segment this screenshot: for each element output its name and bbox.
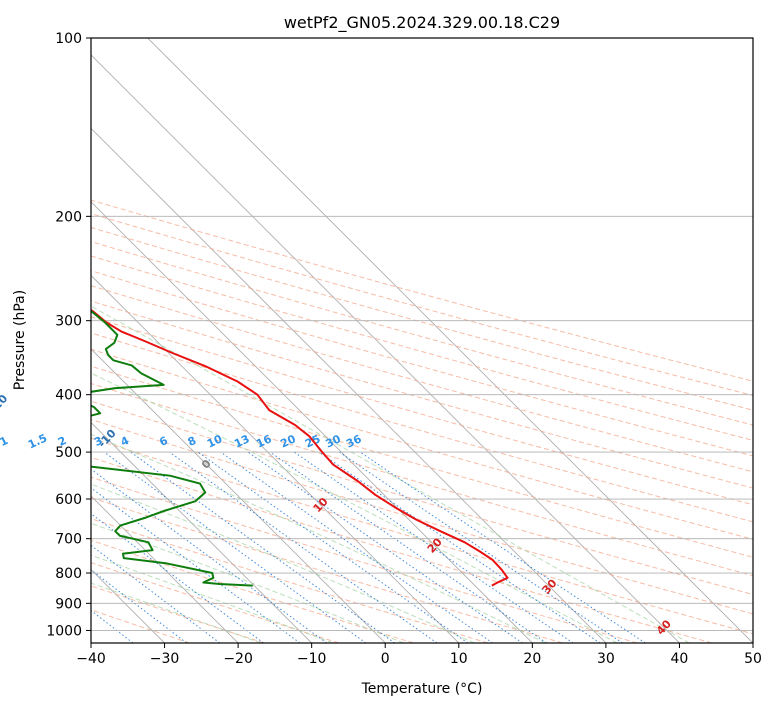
isotherm-label: -20 <box>0 392 10 416</box>
mixing-ratio-label: 30 <box>323 432 343 450</box>
isotherm-line <box>91 421 312 643</box>
plot-frame <box>90 37 754 644</box>
dry-adiabat-line <box>91 255 753 441</box>
mixing-ratio-label: 36 <box>344 432 364 450</box>
dry-adiabat-line <box>91 270 753 457</box>
y-tick-label: 400 <box>55 388 82 404</box>
isotherm-line <box>91 348 386 643</box>
moist-adiabat-line <box>91 433 546 643</box>
x-tick-label: −40 <box>76 651 106 667</box>
y-tick-label: 200 <box>55 209 82 225</box>
mixing-ratio-line <box>197 451 469 643</box>
x-tick-label: 40 <box>671 651 689 667</box>
dry-adiabat-line <box>91 562 339 643</box>
dry-adiabat-line <box>91 456 712 643</box>
mixing-ratio-line <box>339 451 623 643</box>
dry-adiabat-line <box>91 365 753 558</box>
background-reference-lines <box>91 38 753 643</box>
x-tick-label: 0 <box>381 651 390 667</box>
y-tick-label: 100 <box>55 31 82 47</box>
mixing-ratio-line <box>269 451 547 643</box>
x-tick-label: 50 <box>744 651 762 667</box>
mixing-ratio-line <box>103 451 367 643</box>
isotherm-line <box>91 495 239 643</box>
dry-adiabat-line <box>91 518 489 643</box>
y-tick-label: 1000 <box>46 623 82 639</box>
y-tick-label: 900 <box>55 596 82 612</box>
isotherm-line <box>91 127 607 643</box>
dry-adiabat-line <box>91 241 753 426</box>
mixing-ratio-line <box>359 451 646 643</box>
dry-adiabat-line <box>91 497 563 643</box>
dry-adiabat-line <box>91 332 753 523</box>
moist-adiabat-line <box>91 483 475 643</box>
moist-adiabat-line <box>91 554 333 643</box>
dry-adiabat-line <box>91 382 753 577</box>
dewpoint-profile-line <box>91 309 253 587</box>
y-axis-ticks: 100 200 300 400 500 600 700 800 900 1000 <box>46 31 91 639</box>
x-tick-label: 20 <box>523 651 541 667</box>
moist-adiabat-line <box>91 372 618 643</box>
chart-title: wetPf2_GN05.2024.329.00.18.C29 <box>284 13 560 33</box>
isotherm-line <box>147 38 753 643</box>
mixing-ratio-label: 20 <box>278 432 298 450</box>
y-tick-label: 800 <box>55 566 82 582</box>
dry-adiabat-line <box>91 213 753 397</box>
sounding-series <box>91 308 509 587</box>
y-axis-label: Pressure (hPa) <box>12 290 28 390</box>
dry-adiabat-line <box>91 199 753 382</box>
x-tick-label: −20 <box>223 651 253 667</box>
mixing-ratio-label: 16 <box>254 432 274 450</box>
y-tick-label: 500 <box>55 445 82 461</box>
mixing-ratio-line <box>91 468 328 643</box>
y-tick-label: 700 <box>55 532 82 548</box>
y-tick-label: 300 <box>55 314 82 330</box>
pressure-gridlines <box>91 215 753 631</box>
x-tick-label: 10 <box>450 651 468 667</box>
dry-adiabat-line <box>91 418 753 615</box>
dry-adiabat-line <box>91 226 753 411</box>
mixing-ratio-line <box>91 544 221 643</box>
x-tick-label: −30 <box>150 651 180 667</box>
mixing-ratio-label: 10 <box>205 432 225 450</box>
x-tick-label: 30 <box>597 651 615 667</box>
moist-adiabat-line <box>91 522 404 643</box>
mixing-ratio-line <box>220 451 493 643</box>
mixing-ratio-line <box>169 451 438 643</box>
temperature-profile-line <box>91 308 509 587</box>
isotherm-line <box>91 274 460 643</box>
y-tick-label: 600 <box>55 492 82 508</box>
mixing-ratio-label: 1 <box>0 434 10 449</box>
mixing-ratio-line <box>130 451 396 643</box>
mixing-ratio-label: 13 <box>232 432 251 450</box>
dry-adiabat-line <box>91 400 753 596</box>
moist-adiabat-line <box>91 305 690 643</box>
isotherm-line <box>91 54 680 643</box>
x-tick-label: −10 <box>297 651 327 667</box>
x-axis-ticks: −40 −30 −20 −10 0 10 20 30 40 50 <box>76 643 762 667</box>
x-axis-label: Temperature (°C) <box>361 681 483 697</box>
